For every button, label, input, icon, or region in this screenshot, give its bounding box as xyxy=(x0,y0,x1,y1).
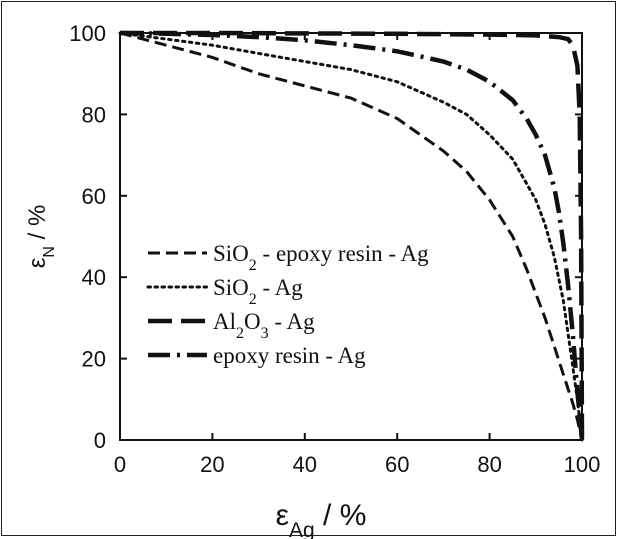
series-line-4 xyxy=(119,30,585,441)
y-tick-label: 20 xyxy=(82,347,106,372)
legend-label: SiO2 - Ag xyxy=(213,275,303,308)
x-axis-title-sub: Ag xyxy=(289,519,315,539)
x-axis-title-base: ε xyxy=(276,499,289,532)
legend-item: SiO2 - epoxy resin - Ag xyxy=(146,239,486,274)
legend-label-part: - Ag xyxy=(257,275,304,300)
legend-label: Al2O3 - Ag xyxy=(213,309,315,342)
legend-label-part: O xyxy=(244,309,261,334)
legend-label-part: - Ag xyxy=(269,309,316,334)
series-layer xyxy=(118,30,585,442)
series-line-1 xyxy=(119,31,584,441)
x-axis-title-rest: / % xyxy=(315,499,367,532)
legend-label-part: epoxy resin - Ag xyxy=(213,343,366,368)
x-tick-label: 40 xyxy=(293,452,317,477)
y-axis-title-rest: / % xyxy=(24,205,51,246)
y-tick-label: 60 xyxy=(82,184,106,209)
x-tick-label: 20 xyxy=(200,452,224,477)
y-tick-label: 0 xyxy=(94,428,106,453)
y-axis-title-base: ε xyxy=(24,257,51,268)
legend-label-part: 3 xyxy=(261,325,269,342)
y-axis-title-sub: N xyxy=(41,246,58,258)
y-tick-label: 80 xyxy=(82,102,106,127)
y-axis-title: εN / % xyxy=(24,205,58,269)
legend-label: epoxy resin - Ag xyxy=(213,343,366,368)
legend-item: epoxy resin - Ag xyxy=(146,341,486,369)
x-tick-label: 100 xyxy=(564,452,601,477)
legend-label-part: SiO xyxy=(213,241,249,266)
axis-titles: εAg / %εN / % xyxy=(24,205,366,539)
x-tick-label: 80 xyxy=(477,452,501,477)
legend-label-part: 2 xyxy=(249,257,257,274)
legend-label: SiO2 - epoxy resin - Ag xyxy=(213,241,429,274)
series-line-2 xyxy=(118,31,584,442)
series-line-3 xyxy=(120,30,585,441)
legend-label-part: Al xyxy=(213,309,236,334)
legend-item: SiO2 - Ag xyxy=(146,273,486,308)
x-axis-title: εAg / % xyxy=(276,499,367,539)
legend-label-part: 2 xyxy=(249,291,257,308)
y-tick-label: 40 xyxy=(82,265,106,290)
legend-label-part: SiO xyxy=(213,275,249,300)
y-tick-label: 100 xyxy=(69,21,106,46)
legend-label-part: - epoxy resin - Ag xyxy=(257,241,429,266)
legend-item: Al2O3 - Ag xyxy=(146,307,486,342)
legend-label-part: 2 xyxy=(236,325,244,342)
x-tick-label: 0 xyxy=(114,452,126,477)
x-tick-label: 60 xyxy=(385,452,409,477)
